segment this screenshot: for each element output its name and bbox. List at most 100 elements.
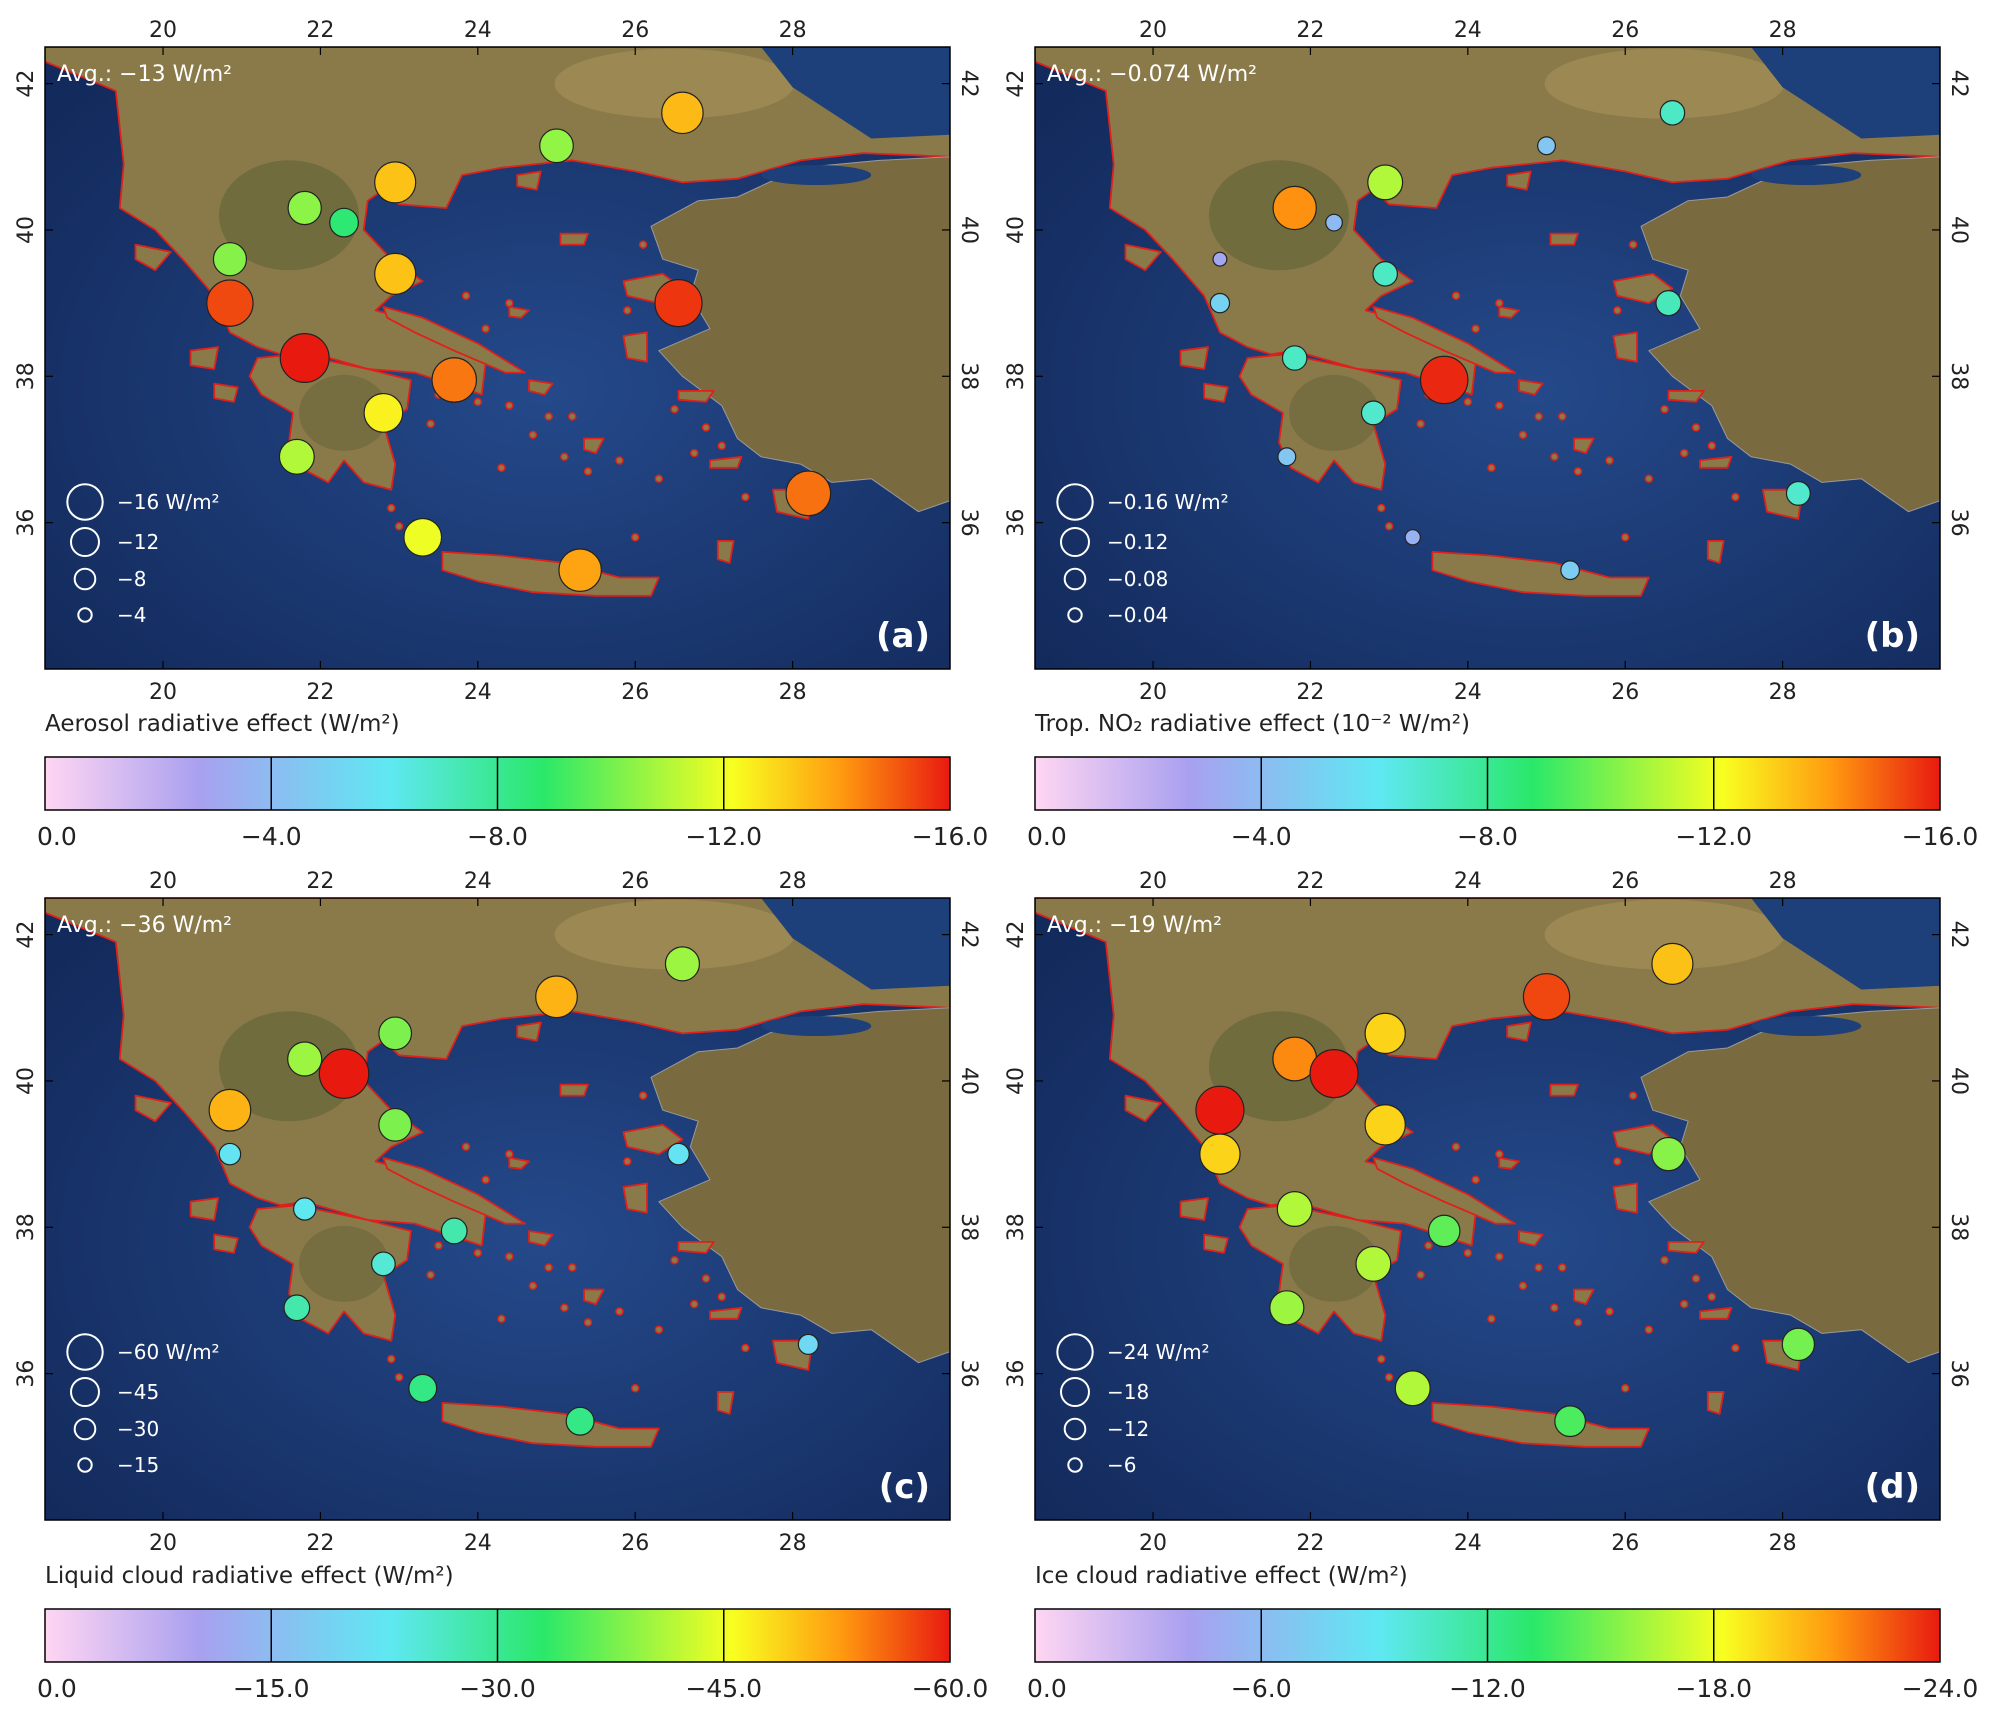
lon-tick-label-top: 22: [1296, 18, 1324, 43]
island: [1660, 1255, 1669, 1265]
sea-of-marmara: [761, 1016, 872, 1037]
island: [1558, 412, 1567, 421]
land-evia: [382, 305, 526, 374]
colorbar-title: Ice cloud radiative effect (W/m²): [1035, 1563, 1408, 1589]
land-kefalonia: [1179, 1197, 1209, 1221]
lon-tick-label-bottom: 24: [1454, 680, 1482, 705]
island: [1377, 503, 1386, 513]
station-marker: [667, 1142, 690, 1166]
size-legend-label: −15: [117, 1453, 159, 1477]
land-skyros: [1498, 305, 1520, 319]
station-marker: [1404, 529, 1421, 546]
island: [473, 1248, 483, 1258]
land-kefalonia: [1179, 346, 1209, 370]
land-balkans: [45, 47, 950, 396]
island: [1495, 1149, 1504, 1159]
station-marker: [363, 392, 404, 433]
island: [630, 533, 640, 542]
station-marker: [1360, 400, 1386, 426]
size-legend-circle: [70, 1377, 100, 1407]
lon-tick-label-top: 28: [779, 18, 807, 43]
map-area: [1035, 898, 1940, 1520]
map-frame: [1034, 897, 1941, 1521]
colorbar: Trop. NO₂ radiative effect (10⁻² W/m²) 0.…: [1027, 711, 1978, 851]
size-legend-label: −0.08: [1107, 567, 1168, 591]
size-legend-label: −4: [117, 603, 146, 627]
avg-label: Avg.: −19 W/m²: [1047, 913, 1222, 938]
lat-tick-label-right: 38: [1946, 362, 1971, 390]
map-panel-c: Avg.: −36 W/m² (c) −60 W/m² −45 −30 −15 20 20 22…: [14, 869, 988, 1703]
island: [689, 448, 699, 458]
island: [1424, 1241, 1433, 1250]
island: [1377, 1354, 1386, 1364]
island: [434, 1241, 443, 1250]
black-sea: [761, 47, 950, 139]
lat-tick-label-left: 36: [1004, 1360, 1029, 1388]
island: [394, 1373, 404, 1382]
island: [528, 1281, 538, 1291]
map-area: [1035, 47, 1940, 669]
station-marker: [279, 333, 330, 384]
lon-tick-label-bottom: 20: [1139, 1531, 1167, 1556]
station-marker: [558, 548, 602, 593]
land-lemnos: [559, 232, 589, 246]
land-peloponnese: [1238, 353, 1402, 491]
station-marker: [318, 1048, 370, 1099]
island: [1471, 324, 1480, 333]
station-marker: [1560, 560, 1581, 581]
terrain-shade: [1289, 1225, 1380, 1302]
colorbar-tick-label: −4.0: [1231, 822, 1292, 851]
lon-tick-label-bottom: 20: [149, 1531, 177, 1556]
station-marker: [1554, 1405, 1587, 1438]
station-marker: [1212, 251, 1228, 267]
map-area: [45, 47, 950, 669]
lat-tick-label-right: 42: [1946, 921, 1971, 949]
land-thasos: [1506, 1021, 1532, 1042]
land-lemnos: [1549, 232, 1579, 246]
station-marker: [283, 1294, 311, 1322]
colorbar: Aerosol radiative effect (W/m²) 0.0 −4.0 −8…: [37, 711, 988, 851]
lon-tick-label-bottom: 24: [464, 1531, 492, 1556]
island: [505, 1149, 514, 1159]
size-legend: −60 W/m² −45 −30 −15: [66, 1333, 220, 1477]
land-chios: [1612, 331, 1638, 363]
island: [1660, 404, 1669, 414]
land-anatolia: [1640, 156, 1940, 513]
lat-tick-label-right: 38: [956, 362, 981, 390]
size-legend-circle: [1067, 607, 1083, 623]
island: [1707, 1292, 1717, 1302]
lat-tick-label-left: 42: [14, 921, 39, 949]
island: [1487, 1314, 1496, 1324]
lat-tick-label-right: 38: [1946, 1213, 1971, 1241]
panel-letter: (a): [876, 616, 930, 656]
island: [568, 1263, 577, 1272]
colorbar-tick-label: 0.0: [37, 1674, 77, 1703]
island: [544, 412, 553, 421]
lon-tick-label-top: 26: [1611, 869, 1639, 894]
land-kefalonia: [189, 346, 220, 370]
lon-tick-label-bottom: 28: [1769, 1531, 1797, 1556]
island: [1463, 397, 1473, 407]
lon-tick-label-bottom: 20: [149, 680, 177, 705]
island: [560, 452, 569, 462]
colorbar-tick-label: −16.0: [912, 822, 989, 851]
island: [568, 412, 577, 421]
size-legend-circle: [73, 567, 97, 591]
size-legend-label: −45: [117, 1380, 159, 1404]
station-marker: [1195, 1085, 1245, 1135]
station-marker: [278, 438, 315, 475]
land-evia: [1372, 305, 1516, 374]
land-corfu: [1124, 243, 1162, 272]
colorbar-tick-label: −15.0: [233, 1674, 310, 1703]
land-anatolia: [650, 1007, 950, 1364]
island: [1628, 1091, 1638, 1100]
lat-tick-label-left: 38: [1004, 362, 1029, 390]
island: [505, 1252, 514, 1261]
station-marker: [1537, 136, 1557, 156]
avg-label: Avg.: −13 W/m²: [57, 62, 232, 87]
size-legend: −16 W/m² −12 −8 −4: [66, 483, 220, 627]
land-peloponnese: [248, 353, 412, 491]
island: [1534, 412, 1543, 421]
land-evia: [1372, 1156, 1516, 1225]
size-legend-label: −0.04: [1107, 603, 1168, 627]
